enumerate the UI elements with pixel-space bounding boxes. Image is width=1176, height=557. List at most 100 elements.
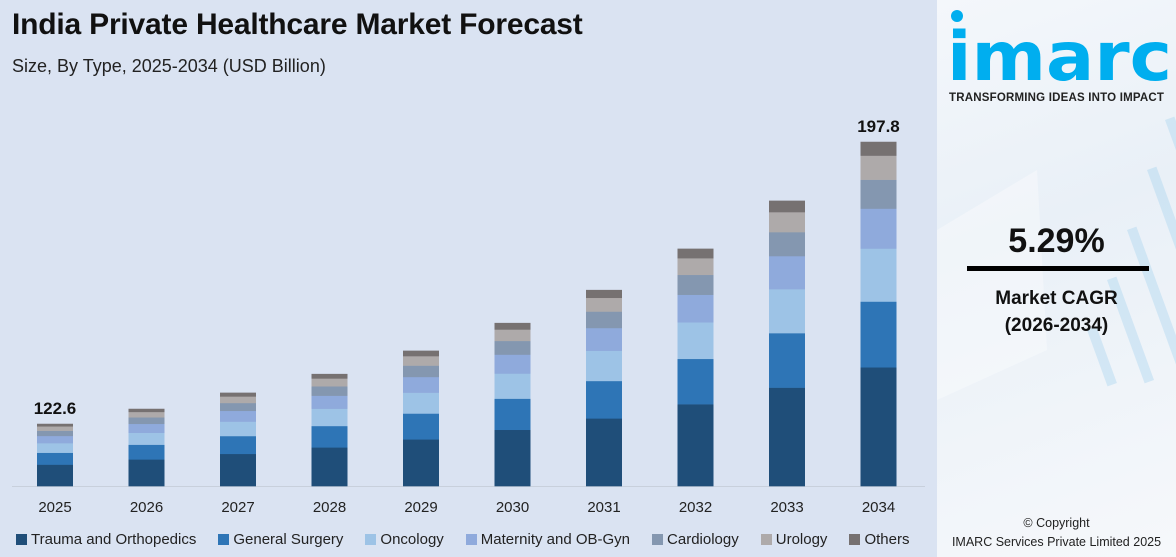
bar-segment-maternity-and-ob-gyn-2026 xyxy=(128,423,165,433)
bar-segment-general-surgery-2027 xyxy=(220,435,256,455)
bar-2034 xyxy=(860,141,897,487)
legend-label: Trauma and Orthopedics xyxy=(31,531,197,548)
bar-segment-cardiology-2026 xyxy=(128,417,165,425)
bar-segment-others-2032 xyxy=(677,248,714,259)
bar-segment-oncology-2032 xyxy=(677,322,714,360)
bar-segment-oncology-2027 xyxy=(220,421,256,437)
legend-item: Others xyxy=(849,531,909,548)
legend-swatch xyxy=(365,534,377,545)
legend-label: Urology xyxy=(775,531,828,548)
bar-segment-maternity-and-ob-gyn-2030 xyxy=(494,354,531,374)
bar-segment-maternity-and-ob-gyn-2027 xyxy=(220,410,256,422)
bar-segment-oncology-2030 xyxy=(494,373,531,399)
stacked-bar-chart: 2025 122.6 2026 2027 2028 2029 2030 2031 2032 203… xyxy=(12,117,925,516)
legend-item: General Surgery xyxy=(218,531,343,548)
bar-segment-maternity-and-ob-gyn-2025 xyxy=(37,435,73,444)
copyright-holder: IMARC Services Private Limited 2025 xyxy=(951,535,1162,549)
x-tick-label: 2026 xyxy=(130,499,163,516)
bar-segment-cardiology-2027 xyxy=(220,402,256,412)
bar-segment-trauma-and-orthopedics-2026 xyxy=(128,459,165,487)
bar-segment-general-surgery-2030 xyxy=(494,398,531,431)
bar-segment-others-2033 xyxy=(769,200,805,213)
bar-segment-general-surgery-2032 xyxy=(677,358,714,405)
bar-2025 xyxy=(37,423,73,487)
bar-segment-urology-2029 xyxy=(403,356,439,366)
bar-2029 xyxy=(403,350,439,487)
logo-text: imarc xyxy=(947,18,1172,88)
legend: Trauma and Orthopedics General Surgery Onc… xyxy=(16,531,931,548)
bar-segment-general-surgery-2026 xyxy=(128,444,165,460)
bar-segment-maternity-and-ob-gyn-2029 xyxy=(403,376,439,393)
bar-segment-maternity-and-ob-gyn-2031 xyxy=(586,327,622,351)
bar-segment-others-2025 xyxy=(37,423,73,427)
copyright-symbol-text: © Copyright xyxy=(1023,516,1090,530)
legend-item: Cardiology xyxy=(652,531,739,548)
bar-segment-trauma-and-orthopedics-2034 xyxy=(860,367,897,487)
x-tick-label: 2031 xyxy=(587,499,620,516)
bar-segment-trauma-and-orthopedics-2029 xyxy=(403,439,439,487)
bar-segment-cardiology-2029 xyxy=(403,365,439,378)
divider xyxy=(967,266,1149,271)
bar-segment-oncology-2034 xyxy=(860,248,897,302)
bar-segment-maternity-and-ob-gyn-2034 xyxy=(860,208,897,249)
bar-segment-maternity-and-ob-gyn-2032 xyxy=(677,294,714,323)
chart-subtitle: Size, By Type, 2025-2034 (USD Billion) xyxy=(12,56,326,76)
legend-label: General Surgery xyxy=(233,531,344,548)
legend-label: Maternity and OB-Gyn xyxy=(480,531,631,548)
legend-label: Cardiology xyxy=(667,531,739,548)
bar-segment-general-surgery-2033 xyxy=(769,333,805,388)
bar-segment-cardiology-2031 xyxy=(586,311,622,329)
legend-label: Oncology xyxy=(380,531,444,548)
bar-segment-general-surgery-2034 xyxy=(860,301,897,368)
x-tick-label: 2034 xyxy=(862,499,895,516)
bar-segment-others-2026 xyxy=(128,408,165,413)
cagr-value: 5.29% xyxy=(1008,222,1105,260)
bar-segment-urology-2033 xyxy=(769,212,805,233)
chart-panel: India Private Healthcare Market Forecast… xyxy=(12,8,931,548)
bar-segment-others-2034 xyxy=(860,141,897,156)
bar-segment-oncology-2031 xyxy=(586,350,622,382)
bar-segment-urology-2031 xyxy=(586,297,622,312)
imarc-logo: imarc xyxy=(947,10,1172,88)
legend-swatch xyxy=(465,534,477,545)
bar-segment-others-2029 xyxy=(403,350,439,357)
cagr-label: Market CAGR (2026-2034) xyxy=(937,285,1176,339)
x-tick-label: 2029 xyxy=(404,499,437,516)
bar-segment-oncology-2028 xyxy=(311,408,348,427)
bar-segment-oncology-2026 xyxy=(128,432,165,445)
bar-segment-cardiology-2034 xyxy=(860,179,897,209)
bar-segment-trauma-and-orthopedics-2033 xyxy=(769,387,805,487)
legend-label: Others xyxy=(864,531,910,548)
x-tick-label: 2027 xyxy=(221,499,254,516)
legend-swatch xyxy=(218,534,230,545)
cagr-period: (2026-2034) xyxy=(1004,315,1109,336)
bar-segment-general-surgery-2031 xyxy=(586,380,622,419)
legend-swatch xyxy=(760,534,772,545)
bar-segment-maternity-and-ob-gyn-2028 xyxy=(311,395,348,409)
bar-segment-urology-2028 xyxy=(311,378,348,387)
bar-segment-cardiology-2033 xyxy=(769,232,805,257)
bar-segment-trauma-and-orthopedics-2027 xyxy=(220,453,256,487)
cagr-label-text: Market CAGR xyxy=(995,288,1118,309)
legend-item: Oncology xyxy=(365,531,444,548)
bar-segment-trauma-and-orthopedics-2028 xyxy=(311,447,348,487)
legend-swatch xyxy=(849,534,861,545)
bar-segment-general-surgery-2028 xyxy=(311,425,348,448)
bar-segment-others-2028 xyxy=(311,373,348,379)
bar-segment-urology-2025 xyxy=(37,426,73,431)
legend-swatch xyxy=(16,534,27,545)
bar-segment-others-2030 xyxy=(494,322,531,330)
chart-title: India Private Healthcare Market Forecast xyxy=(12,8,583,41)
bar-2030 xyxy=(494,322,531,487)
bar-segment-trauma-and-orthopedics-2025 xyxy=(37,464,73,487)
bar-segment-others-2031 xyxy=(586,289,622,299)
bar-segment-general-surgery-2025 xyxy=(37,452,73,465)
bar-segment-trauma-and-orthopedics-2032 xyxy=(677,404,714,487)
legend-swatch xyxy=(652,534,664,545)
bar-segment-urology-2034 xyxy=(860,155,897,180)
bar-segment-maternity-and-ob-gyn-2033 xyxy=(769,255,805,290)
data-label: 197.8 xyxy=(857,117,900,136)
bar-2031 xyxy=(586,289,622,487)
info-panel: imarc TRANSFORMING IDEAS INTO IMPACT 5.2… xyxy=(937,0,1176,557)
legend-item: Trauma and Orthopedics xyxy=(16,531,196,548)
